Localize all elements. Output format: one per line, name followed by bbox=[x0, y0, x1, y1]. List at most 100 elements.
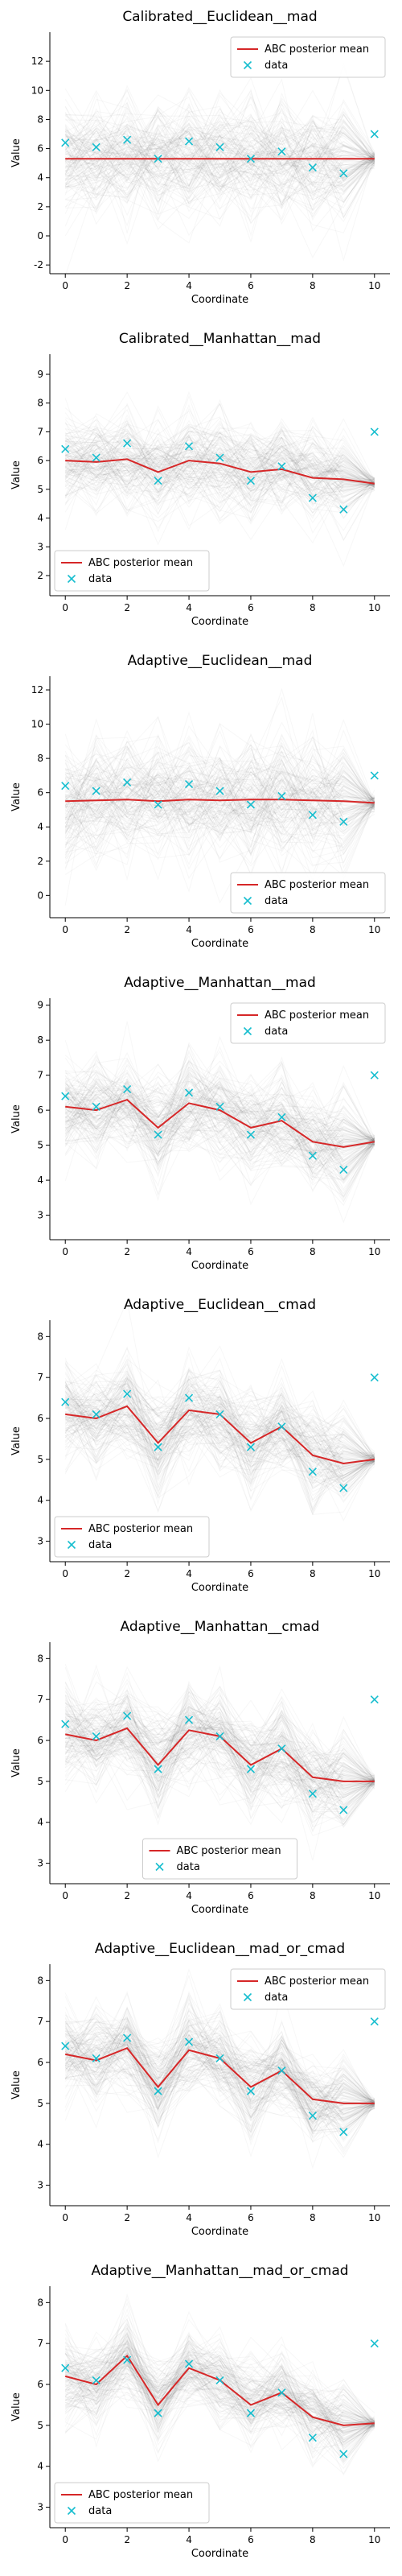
data-point bbox=[370, 1695, 379, 1704]
simulation-line bbox=[64, 1357, 375, 1468]
y-tick-label: 4 bbox=[37, 821, 43, 832]
simulation-line bbox=[64, 716, 375, 843]
simulation-line bbox=[64, 2370, 375, 2434]
data-point bbox=[215, 1102, 224, 1111]
data-point bbox=[246, 800, 256, 809]
simulation-line bbox=[64, 1664, 375, 1793]
y-axis-label: Value bbox=[10, 2070, 23, 2099]
simulation-line bbox=[65, 432, 375, 510]
simulation-line bbox=[64, 436, 375, 515]
simulation-line bbox=[64, 436, 375, 498]
simulation-line bbox=[65, 2042, 375, 2141]
data-point bbox=[215, 453, 224, 462]
simulation-line bbox=[64, 1363, 375, 1485]
simulation-line bbox=[64, 1071, 375, 1142]
data-point bbox=[184, 137, 194, 146]
data-point-stroke bbox=[246, 1443, 256, 1451]
simulation-line bbox=[64, 432, 375, 487]
simulation-line bbox=[65, 2001, 375, 2156]
simulation-line bbox=[65, 2338, 375, 2445]
y-tick-label: 4 bbox=[37, 2461, 43, 2472]
data-point bbox=[308, 811, 317, 819]
simulation-line bbox=[64, 2020, 375, 2114]
simulation-line bbox=[64, 1700, 375, 1794]
simulation-line bbox=[64, 1695, 375, 1783]
x-tick-label: 10 bbox=[368, 1568, 380, 1579]
simulation-line bbox=[65, 761, 375, 833]
data-point-stroke bbox=[370, 130, 379, 138]
simulation-line bbox=[64, 769, 375, 855]
simulation-line bbox=[64, 734, 375, 906]
data-point bbox=[246, 2409, 256, 2417]
simulation-line bbox=[64, 1060, 375, 1206]
simulation-line bbox=[64, 96, 375, 208]
simulation-line bbox=[65, 2351, 375, 2424]
data-point bbox=[370, 1373, 379, 1382]
simulation-line bbox=[64, 1062, 375, 1155]
simulation-line bbox=[64, 1083, 375, 1198]
simulation-line bbox=[64, 1377, 375, 1481]
simulation-line bbox=[65, 2029, 375, 2113]
simulation-line bbox=[65, 134, 375, 189]
simulation-line bbox=[64, 1714, 375, 1816]
y-tick-label: 4 bbox=[37, 172, 43, 184]
simulation-line bbox=[64, 1082, 375, 1169]
legend-label: ABC posterior mean bbox=[88, 557, 193, 569]
simulation-line bbox=[64, 88, 375, 205]
simulation-line bbox=[64, 1387, 375, 1476]
simulation-line bbox=[64, 1393, 375, 1482]
data-point bbox=[61, 1397, 70, 1406]
simulation-line bbox=[64, 92, 375, 221]
simulation-line bbox=[64, 1703, 375, 1810]
simulation-line bbox=[64, 1050, 375, 1185]
simulation-line bbox=[64, 758, 375, 851]
simulation-line bbox=[64, 1376, 375, 1480]
simulation-line bbox=[64, 78, 375, 218]
data-point bbox=[277, 2066, 286, 2075]
simulation-line bbox=[64, 419, 375, 501]
data-point bbox=[61, 782, 70, 791]
simulation-line bbox=[64, 711, 375, 843]
simulation-line bbox=[64, 125, 375, 209]
x-tick-label: 2 bbox=[124, 602, 130, 613]
simulation-line bbox=[64, 1071, 375, 1157]
simulation-line bbox=[65, 1693, 375, 1809]
data-point bbox=[92, 786, 100, 795]
simulation-line bbox=[65, 1389, 375, 1457]
simulation-line bbox=[65, 2039, 375, 2104]
legend-swatch-marker bbox=[67, 2506, 76, 2516]
simulation-line bbox=[64, 2049, 375, 2121]
simulation-line bbox=[65, 758, 375, 847]
data-point bbox=[215, 142, 224, 151]
x-tick-label: 6 bbox=[248, 1568, 254, 1579]
simulation-line bbox=[64, 2007, 375, 2112]
simulation-line bbox=[64, 417, 375, 506]
simulation-line bbox=[64, 2037, 375, 2120]
simulation-line bbox=[64, 94, 375, 215]
simulation-line bbox=[64, 774, 375, 852]
simulation-line bbox=[64, 2011, 375, 2136]
data-point bbox=[123, 2033, 132, 2042]
data-point bbox=[61, 138, 70, 147]
simulation-line bbox=[64, 1095, 375, 1156]
simulation-line bbox=[64, 1708, 375, 1802]
simulation-line bbox=[64, 1084, 375, 1175]
simulation-line bbox=[64, 2322, 375, 2425]
y-axis-label: Value bbox=[10, 460, 23, 489]
simulation-line bbox=[65, 1093, 375, 1154]
simulation-line bbox=[64, 2050, 375, 2132]
simulation-line bbox=[64, 2017, 375, 2103]
simulation-line bbox=[65, 1077, 375, 1162]
simulation-line bbox=[65, 1069, 375, 1165]
simulation-line bbox=[64, 1382, 375, 1475]
simulation-line bbox=[65, 434, 375, 504]
simulation-line bbox=[64, 773, 375, 824]
simulation-line bbox=[64, 1702, 375, 1798]
simulation-line bbox=[64, 134, 375, 224]
simulation-line bbox=[64, 1412, 375, 1484]
simulation-line bbox=[65, 2046, 375, 2116]
simulation-line bbox=[64, 2335, 375, 2425]
simulation-line bbox=[64, 753, 375, 844]
simulation-line bbox=[65, 724, 375, 840]
simulation-line bbox=[64, 436, 375, 503]
